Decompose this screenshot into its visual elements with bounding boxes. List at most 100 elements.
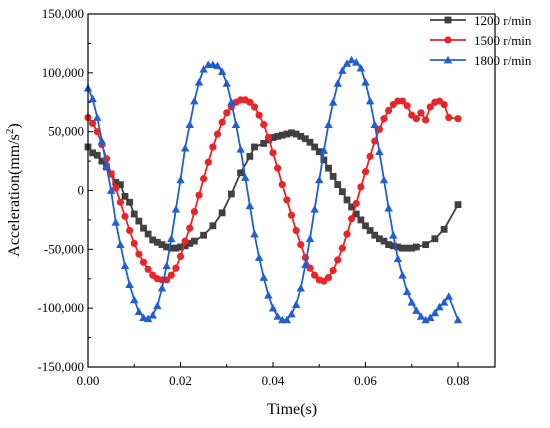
data-point [223, 109, 231, 117]
data-point [98, 157, 106, 165]
data-point [422, 116, 430, 124]
data-point [199, 65, 208, 73]
data-point [324, 273, 333, 282]
data-point [162, 261, 171, 270]
data-point [384, 203, 393, 212]
data-point [148, 311, 157, 319]
data-point [93, 151, 101, 159]
data-point [144, 265, 152, 273]
data-point [315, 148, 323, 156]
data-point [328, 98, 338, 106]
data-point [291, 300, 301, 308]
data-point [181, 242, 189, 250]
legend-marker [444, 16, 452, 24]
data-point [412, 243, 420, 251]
data-point [107, 170, 115, 178]
data-point [245, 201, 255, 210]
data-point [440, 101, 448, 109]
data-point [273, 312, 282, 320]
data-point [217, 67, 227, 76]
data-point [89, 119, 97, 128]
data-point [361, 78, 370, 86]
data-point [176, 175, 185, 184]
data-point [310, 205, 319, 213]
data-point [338, 244, 346, 252]
data-point [315, 175, 324, 184]
data-point [144, 230, 152, 238]
x-tick-label: 0.06 [354, 373, 377, 388]
data-point [296, 283, 305, 292]
data-point [121, 212, 129, 220]
data-point [97, 136, 107, 145]
y-axis-label: Acceleration(mm/s2) [4, 123, 23, 256]
legend-label: 1500 r/min [474, 33, 532, 48]
data-point [365, 96, 375, 105]
data-point [329, 172, 337, 180]
data-point [116, 198, 124, 206]
data-point [357, 183, 365, 191]
data-point [246, 98, 254, 106]
data-point [348, 215, 356, 223]
data-point [422, 241, 430, 249]
data-point [431, 235, 439, 243]
data-point [158, 241, 166, 249]
data-point [352, 210, 360, 218]
data-point [380, 237, 388, 245]
data-point [426, 103, 434, 111]
data-point [149, 236, 157, 244]
data-point [251, 143, 258, 151]
data-point [347, 55, 356, 64]
data-point [366, 227, 374, 234]
data-point [370, 120, 379, 128]
data-point [371, 231, 379, 239]
data-point [348, 203, 356, 211]
data-point [269, 134, 277, 141]
data-point [453, 315, 463, 324]
data-point [255, 111, 263, 119]
data-point [167, 271, 175, 279]
data-point [325, 164, 332, 172]
data-point [301, 135, 309, 143]
data-point [143, 314, 153, 323]
data-point [177, 243, 184, 251]
data-point [222, 79, 231, 87]
data-point [403, 244, 411, 252]
data-point [126, 198, 134, 206]
data-point [311, 143, 319, 151]
data-point [412, 115, 420, 123]
data-point [292, 130, 300, 138]
data-point [93, 113, 102, 121]
data-point [139, 313, 148, 321]
data-point [329, 266, 337, 275]
data-point [231, 120, 241, 128]
data-point [297, 132, 305, 140]
data-point [416, 312, 426, 320]
data-point [338, 66, 347, 74]
data-point [269, 149, 277, 157]
data-point [180, 143, 190, 152]
data-point [334, 256, 342, 264]
series-0 [84, 129, 462, 252]
data-point [343, 230, 351, 238]
data-point [218, 209, 226, 217]
data-point [250, 229, 259, 238]
data-point [190, 237, 198, 245]
data-point [402, 287, 412, 296]
data-point [227, 190, 235, 198]
data-point [412, 306, 421, 314]
y-tick-label: 0 [78, 183, 85, 198]
data-point [213, 61, 222, 70]
data-point [426, 313, 435, 321]
data-point [190, 208, 198, 216]
data-point [288, 129, 295, 137]
x-axis-label: Time(s) [267, 401, 317, 418]
y-tick-label: -50,000 [44, 241, 84, 256]
data-point [139, 258, 148, 266]
data-point [209, 143, 217, 151]
data-point [389, 242, 397, 250]
legend-label: 1200 r/min [474, 13, 532, 28]
data-point [454, 201, 462, 209]
data-point [130, 210, 138, 218]
data-point [209, 222, 217, 230]
data-point [292, 226, 300, 235]
